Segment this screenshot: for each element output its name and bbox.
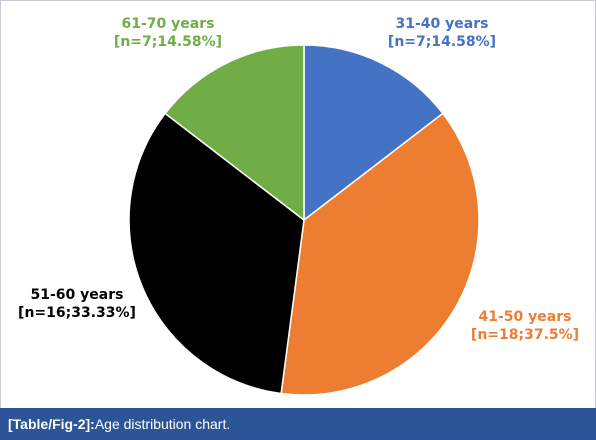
pie-slice-41-50-years xyxy=(280,112,480,396)
slice-label-51-60-title: 51-60 years xyxy=(30,287,124,303)
slice-label-31-40-value: [n=7;14.58%] xyxy=(387,34,497,50)
slice-label-31-40: 31-40 years [n=7;14.58%] xyxy=(372,15,512,51)
slice-label-41-50-title: 41-50 years xyxy=(478,309,572,325)
slice-label-61-70-title: 61-70 years xyxy=(121,16,215,32)
caption-text: Age distribution chart. xyxy=(94,416,231,432)
pie-slice-51-60-years xyxy=(128,112,305,395)
pie-chart xyxy=(128,44,480,396)
slice-label-41-50-value: [n=18;37.5%] xyxy=(470,327,580,343)
pie-slice-61-70-years xyxy=(164,44,305,222)
slice-label-61-70: 61-70 years [n=7;14.58%] xyxy=(98,15,238,51)
slice-label-41-50: 41-50 years [n=18;37.5%] xyxy=(460,308,590,344)
figure-caption: [Table/Fig-2]: Age distribution chart. xyxy=(0,408,596,440)
slice-label-51-60-value: [n=16;33.33%] xyxy=(18,305,136,321)
caption-figure-ref: [Table/Fig-2]: xyxy=(8,416,95,432)
slice-label-61-70-value: [n=7;14.58%] xyxy=(113,34,223,50)
slice-label-51-60: 51-60 years [n=16;33.33%] xyxy=(2,286,152,322)
slice-label-31-40-title: 31-40 years xyxy=(395,16,489,32)
pie-slice-31-40-years xyxy=(303,44,444,222)
